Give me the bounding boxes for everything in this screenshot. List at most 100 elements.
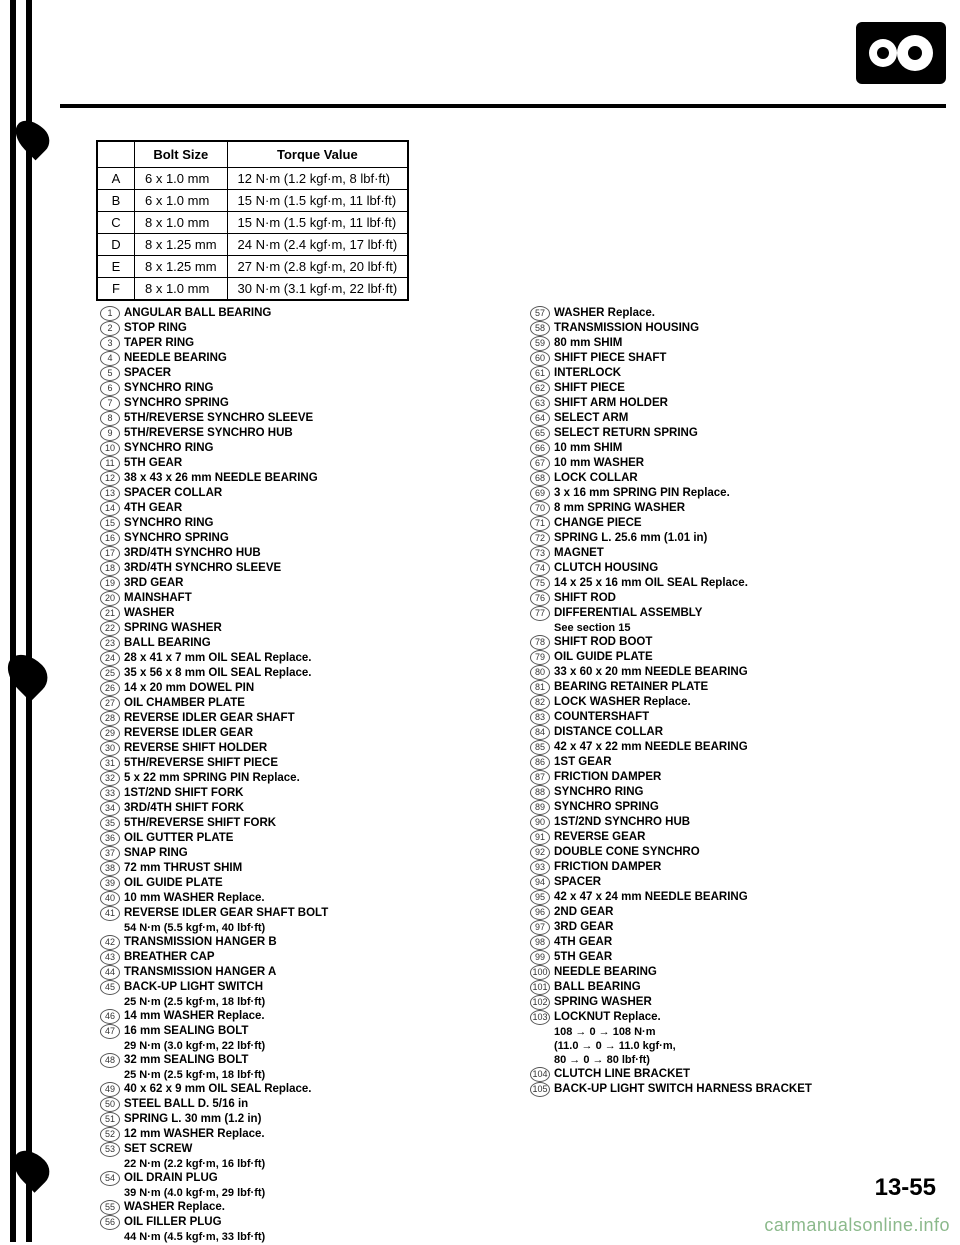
part-number: 76 <box>530 591 550 606</box>
part-item: 44TRANSMISSION HANGER A <box>100 965 470 980</box>
part-item: 2535 x 56 x 8 mm OIL SEAL Replace. <box>100 666 470 681</box>
part-number: 52 <box>100 1127 120 1142</box>
part-spec: 54 N·m (5.5 kgf·m, 40 lbf·ft) <box>124 921 265 935</box>
part-item: 331ST/2ND SHIFT FORK <box>100 786 470 801</box>
part-name: REVERSE GEAR <box>554 830 645 845</box>
part-number: 55 <box>100 1200 120 1215</box>
part-item: 193RD GEAR <box>100 576 470 591</box>
gear-icon <box>869 39 897 67</box>
part-name: MAGNET <box>554 546 604 561</box>
part-item: 92DOUBLE CONE SYNCHRO <box>530 845 930 860</box>
part-name: SPRING WASHER <box>124 621 222 636</box>
part-number: 82 <box>530 695 550 710</box>
part-name: 5TH/REVERSE SHIFT FORK <box>124 816 276 831</box>
bolt-size-cell: 8 x 1.25 mm <box>135 256 228 278</box>
part-name: CHANGE PIECE <box>554 516 642 531</box>
part-item: 6SYNCHRO RING <box>100 381 470 396</box>
part-name: STOP RING <box>124 321 187 336</box>
part-name: 40 x 62 x 9 mm OIL SEAL Replace. <box>124 1082 312 1097</box>
part-item: 72SPRING L. 25.6 mm (1.01 in) <box>530 531 930 546</box>
part-number: 34 <box>100 801 120 816</box>
part-number: 17 <box>100 546 120 561</box>
part-number: 80 <box>530 665 550 680</box>
part-number: 71 <box>530 516 550 531</box>
part-number: 10 <box>100 441 120 456</box>
part-item: 41REVERSE IDLER GEAR SHAFT BOLT <box>100 906 470 921</box>
part-number: 32 <box>100 771 120 786</box>
part-item: 8542 x 47 x 22 mm NEEDLE BEARING <box>530 740 930 755</box>
part-name: 5TH/REVERSE SYNCHRO SLEEVE <box>124 411 313 426</box>
part-number: 104 <box>530 1067 550 1082</box>
gears-logo <box>856 22 946 84</box>
bolt-size-cell: 6 x 1.0 mm <box>135 190 228 212</box>
part-number: 79 <box>530 650 550 665</box>
bolt-size-cell: 8 x 1.25 mm <box>135 234 228 256</box>
part-name: 38 x 43 x 26 mm NEEDLE BEARING <box>124 471 318 486</box>
part-number: 48 <box>100 1053 120 1068</box>
part-name: SPACER <box>554 875 601 890</box>
part-item: 973RD GEAR <box>530 920 930 935</box>
part-item: 30REVERSE SHIFT HOLDER <box>100 741 470 756</box>
part-number: 99 <box>530 950 550 965</box>
part-name: NEEDLE BEARING <box>124 351 227 366</box>
part-item: 28REVERSE IDLER GEAR SHAFT <box>100 711 470 726</box>
part-item: 1238 x 43 x 26 mm NEEDLE BEARING <box>100 471 470 486</box>
part-name: 3RD/4TH SYNCHRO HUB <box>124 546 261 561</box>
part-name: SELECT ARM <box>554 411 628 426</box>
part-name: TAPER RING <box>124 336 194 351</box>
part-item: 144TH GEAR <box>100 501 470 516</box>
table-row: A6 x 1.0 mm12 N·m (1.2 kgf·m, 8 lbf·ft) <box>97 168 408 190</box>
part-item: 17 3RD/4TH SYNCHRO HUB <box>100 546 470 561</box>
part-name: 80 mm SHIM <box>554 336 622 351</box>
part-name: DOUBLE CONE SYNCHRO <box>554 845 700 860</box>
part-name: 4TH GEAR <box>554 935 612 950</box>
part-number: 16 <box>100 531 120 546</box>
part-spec: 44 N·m (4.5 kgf·m, 33 lbf·ft) <box>124 1230 265 1244</box>
part-item: 7514 x 25 x 16 mm OIL SEAL Replace. <box>530 576 930 591</box>
part-number: 18 <box>100 561 120 576</box>
part-name: SPRING WASHER <box>554 995 652 1010</box>
part-number: 26 <box>100 681 120 696</box>
part-item: 5SPACER <box>100 366 470 381</box>
part-number: 98 <box>530 935 550 950</box>
part-subtext: 25 N·m (2.5 kgf·m, 18 lbf·ft) <box>100 1068 470 1082</box>
part-name: SNAP RING <box>124 846 188 861</box>
part-name: SYNCHRO RING <box>124 516 213 531</box>
part-item: 76 SHIFT ROD <box>530 591 930 606</box>
part-item: 95TH/REVERSE SYNCHRO HUB <box>100 426 470 441</box>
part-number: 95 <box>530 890 550 905</box>
part-number: 87 <box>530 770 550 785</box>
part-item: 50STEEL BALL D. 5/16 in <box>100 1097 470 1112</box>
part-name: 10 mm WASHER <box>554 456 644 471</box>
part-name: COUNTERSHAFT <box>554 710 649 725</box>
part-item: 2STOP RING <box>100 321 470 336</box>
part-name: BACK-UP LIGHT SWITCH HARNESS BRACKET <box>554 1082 812 1097</box>
part-number: 11 <box>100 456 120 471</box>
part-item: 98 4TH GEAR <box>530 935 930 950</box>
part-item: 54OIL DRAIN PLUG <box>100 1171 470 1186</box>
part-number: 19 <box>100 576 120 591</box>
part-number: 73 <box>530 546 550 561</box>
torque-value-cell: 24 N·m (2.4 kgf·m, 17 lbf·ft) <box>227 234 408 256</box>
part-number: 103 <box>530 1010 550 1025</box>
part-number: 100 <box>530 965 550 980</box>
part-name: 10 mm WASHER Replace. <box>124 891 265 906</box>
part-subtext: 29 N·m (3.0 kgf·m, 22 lbf·ft) <box>100 1039 470 1053</box>
part-subtext: 54 N·m (5.5 kgf·m, 40 lbf·ft) <box>100 921 470 935</box>
row-label: A <box>97 168 135 190</box>
part-number: 61 <box>530 366 550 381</box>
part-item: 315TH/REVERSE SHIFT PIECE <box>100 756 470 771</box>
part-number: 15 <box>100 516 120 531</box>
part-name: SHIFT ROD <box>554 591 616 606</box>
part-number: 91 <box>530 830 550 845</box>
part-item: 22SPRING WASHER <box>100 621 470 636</box>
part-item: 74CLUTCH HOUSING <box>530 561 930 576</box>
part-number: 56 <box>100 1215 120 1230</box>
part-item: 65SELECT RETURN SPRING <box>530 426 930 441</box>
part-item: 4NEEDLE BEARING <box>100 351 470 366</box>
table-row: E8 x 1.25 mm27 N·m (2.8 kgf·m, 20 lbf·ft… <box>97 256 408 278</box>
part-number: 63 <box>530 396 550 411</box>
part-number: 40 <box>100 891 120 906</box>
part-spec: 22 N·m (2.2 kgf·m, 16 lbf·ft) <box>124 1157 265 1171</box>
part-name: FRICTION DAMPER <box>554 770 661 785</box>
